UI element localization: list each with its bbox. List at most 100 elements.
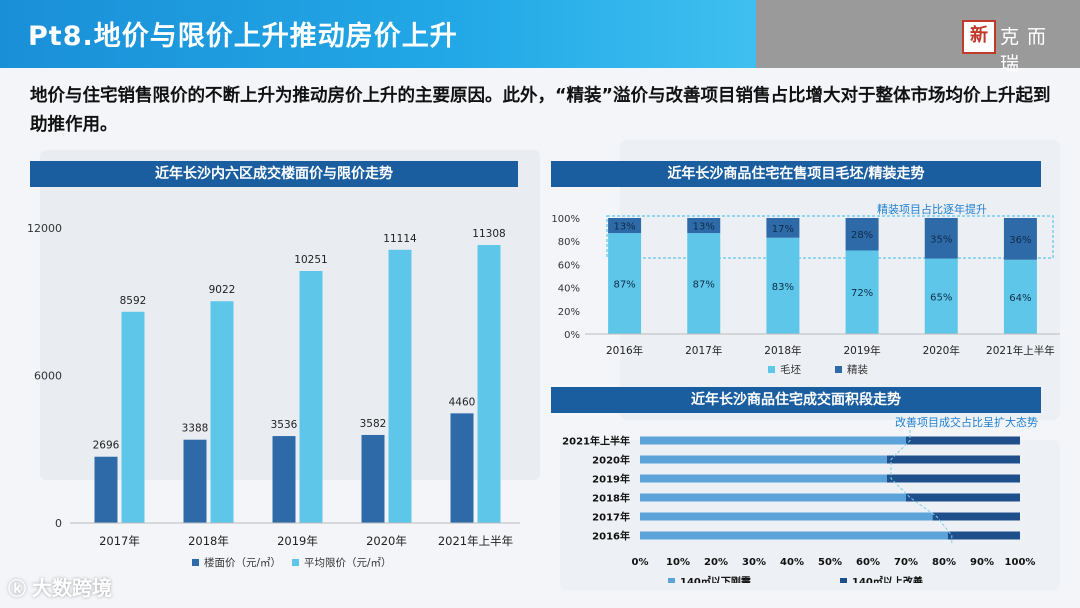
bar-small-unit bbox=[640, 474, 887, 483]
bar-large-unit bbox=[947, 531, 1020, 540]
bar-finished bbox=[845, 218, 879, 251]
annotation-text: 精装项目占比逐年提升 bbox=[877, 202, 987, 216]
intro-text: 地价与住宅销售限价的不断上升为推动房价上升的主要原因。此外，“精装”溢价与改善项… bbox=[30, 86, 1051, 135]
data-label: 3536 bbox=[271, 419, 298, 431]
bar-finished bbox=[608, 218, 642, 234]
x-tick-label: 50% bbox=[818, 557, 842, 568]
y-tick-label: 20% bbox=[558, 307, 580, 318]
bar-small-unit bbox=[640, 531, 948, 540]
x-tick-label: 2019年 bbox=[843, 344, 880, 357]
legend-label: 140㎡以上改善 bbox=[852, 575, 923, 583]
bar-large-unit bbox=[906, 493, 1020, 502]
data-label-finished: 35% bbox=[930, 234, 952, 245]
y-tick-label: 40% bbox=[558, 284, 580, 295]
bar-raw bbox=[608, 233, 642, 334]
x-tick-label: 30% bbox=[742, 557, 766, 568]
data-label: 11114 bbox=[383, 233, 417, 245]
legend-label: 140㎡以下刚需 bbox=[680, 575, 751, 583]
bar-land-price bbox=[183, 439, 207, 523]
watermark-logo-icon: ⓚ bbox=[8, 579, 26, 600]
area-chart-title: 近年长沙商品住宅成交面积段走势 bbox=[551, 387, 1041, 413]
bar-finished bbox=[766, 218, 800, 238]
price-chart-title: 近年长沙内六区成交楼面价与限价走势 bbox=[30, 161, 518, 187]
legend-swatch bbox=[292, 559, 299, 566]
x-tick-label: 2021年上半年 bbox=[986, 344, 1055, 357]
x-tick-label: 10% bbox=[666, 557, 690, 568]
bar-raw bbox=[687, 233, 721, 334]
data-label: 8592 bbox=[120, 295, 147, 307]
bar-raw bbox=[766, 237, 800, 334]
x-tick-label: 80% bbox=[932, 557, 956, 568]
bar-small-unit bbox=[640, 436, 906, 445]
y-tick-label: 2019年 bbox=[592, 473, 630, 486]
y-tick-label: 60% bbox=[558, 260, 580, 271]
bar-land-price bbox=[361, 434, 385, 523]
x-tick-label: 2020年 bbox=[366, 534, 407, 548]
y-tick-label: 100% bbox=[551, 214, 580, 225]
x-tick-label: 90% bbox=[970, 557, 994, 568]
data-label: 2696 bbox=[93, 440, 120, 452]
bar-small-unit bbox=[640, 493, 906, 502]
x-tick-label: 70% bbox=[894, 557, 918, 568]
bar-finished bbox=[687, 218, 721, 234]
bar-small-unit bbox=[640, 455, 887, 464]
brand-logo-text: 克而瑞 bbox=[1000, 26, 1055, 75]
legend-swatch bbox=[835, 366, 842, 373]
data-label: 9022 bbox=[209, 284, 236, 296]
y-tick-label: 2018年 bbox=[592, 492, 630, 505]
header-bar bbox=[0, 0, 760, 68]
data-label: 3582 bbox=[360, 418, 387, 430]
data-label-finished: 13% bbox=[613, 222, 635, 233]
x-tick-label: 2019年 bbox=[277, 534, 318, 548]
data-label-raw: 64% bbox=[1009, 293, 1031, 304]
bar-land-price bbox=[94, 456, 118, 523]
y-tick-label: 0% bbox=[564, 330, 580, 341]
bar-land-price bbox=[272, 436, 296, 523]
legend-label: 精装 bbox=[847, 363, 868, 376]
bar-large-unit bbox=[887, 455, 1020, 464]
finish-chart: 0% 20% 40% 60% 80% 100% 精装项目占比逐年提升 87% 13% 2016年 8… bbox=[551, 202, 1060, 376]
data-label-raw: 72% bbox=[851, 288, 873, 299]
x-tick-label: 2018年 bbox=[188, 534, 229, 548]
bar-finished bbox=[924, 218, 958, 259]
legend-label: 平均限价（元/㎡） bbox=[304, 557, 392, 569]
x-tick-label: 0% bbox=[632, 557, 649, 568]
data-label-raw: 65% bbox=[930, 292, 952, 303]
y-tick-label: 0 bbox=[55, 517, 62, 530]
header-grey-block bbox=[756, 0, 1080, 68]
x-tick-label: 2017年 bbox=[685, 344, 722, 357]
brand-logo-mark: 新 bbox=[962, 20, 996, 54]
data-label: 11308 bbox=[472, 228, 505, 240]
watermark-text: 大数跨境 bbox=[32, 576, 112, 600]
y-tick-label: 2017年 bbox=[592, 511, 630, 524]
area-chart: 改善项目成交占比呈扩大态势 2021年上半年 2020年 2019年 2018年 2017… bbox=[562, 415, 1038, 583]
data-label: 3388 bbox=[182, 423, 209, 435]
x-tick-label: 100% bbox=[1005, 557, 1036, 568]
bar-large-unit bbox=[906, 436, 1020, 445]
x-tick-label: 2018年 bbox=[764, 344, 801, 357]
y-tick-label: 12000 bbox=[27, 222, 62, 235]
bar-raw bbox=[924, 258, 958, 334]
legend-swatch bbox=[668, 578, 675, 583]
y-tick-label: 6000 bbox=[34, 370, 62, 383]
bar-limit-price bbox=[477, 245, 501, 523]
x-tick-label: 2016年 bbox=[606, 344, 643, 357]
bar-finished bbox=[1003, 218, 1037, 260]
bar-small-unit bbox=[640, 512, 933, 521]
bar-limit-price bbox=[121, 311, 145, 523]
y-tick-label: 2021年上半年 bbox=[562, 435, 630, 448]
bar-limit-price bbox=[299, 270, 323, 523]
annotation-outline bbox=[890, 430, 953, 545]
legend-swatch bbox=[192, 559, 199, 566]
x-tick-label: 2021年上半年 bbox=[438, 534, 513, 548]
data-label-raw: 83% bbox=[772, 282, 794, 293]
legend-label: 毛坯 bbox=[780, 364, 801, 376]
page-title: Pt8.地价与限价上升推动房价上升 bbox=[28, 21, 458, 52]
watermark: ⓚ 大数跨境 bbox=[8, 572, 112, 601]
legend-label: 楼面价（元/㎡） bbox=[204, 556, 281, 569]
y-tick-label: 80% bbox=[558, 237, 580, 248]
data-label: 4460 bbox=[449, 396, 476, 408]
bar-limit-price bbox=[210, 301, 234, 523]
x-tick-label: 40% bbox=[780, 557, 804, 568]
